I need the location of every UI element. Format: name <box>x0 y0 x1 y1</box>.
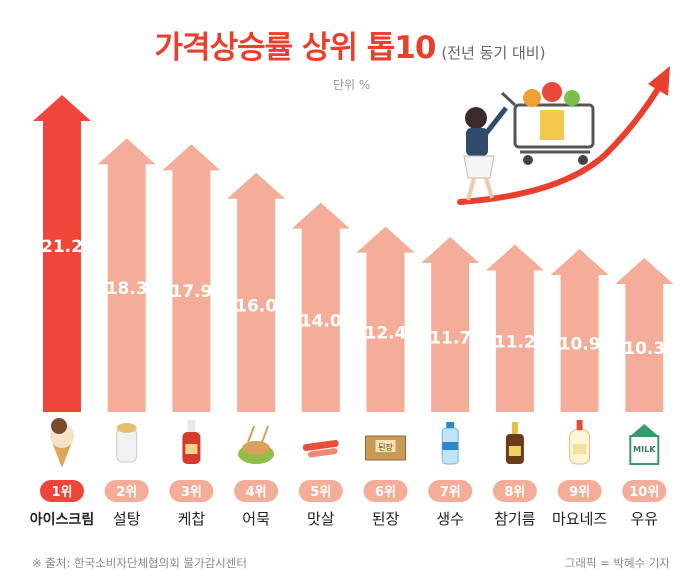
rank-label: 1위 <box>51 485 72 500</box>
rank-badge: 2위 <box>104 480 149 502</box>
crab-stick-icon <box>302 439 339 458</box>
rank-label: 5위 <box>310 485 331 500</box>
rank-label: 7위 <box>440 485 461 500</box>
mayonnaise-bottle-icon <box>569 420 591 465</box>
category-label: 생수 <box>436 510 464 528</box>
category-label: 우유 <box>630 510 658 528</box>
value-label: 10.9 <box>559 335 601 355</box>
bar <box>421 237 480 412</box>
bar-arrow: 18.3 <box>97 138 156 412</box>
fish-cake-skewer-icon <box>238 425 275 464</box>
rank-badge: 3위 <box>169 480 214 502</box>
category-label: 설탕 <box>113 510 141 528</box>
sugar-jar-icon <box>116 423 138 463</box>
water-bottle-icon <box>441 422 459 465</box>
milk-carton-icon: MILK <box>629 424 660 465</box>
category-label: 참기름 <box>494 510 536 528</box>
source-note: ※ 출처: 한국소비자단체협의회 물가감시센터 <box>32 556 247 570</box>
rank-label: 2위 <box>116 485 137 500</box>
bar <box>33 95 91 412</box>
bar <box>615 257 674 412</box>
bar <box>485 244 544 412</box>
ice-cream-cone-icon <box>50 418 74 468</box>
bar <box>356 226 415 412</box>
bar <box>97 138 156 412</box>
rank-badge: 5위 <box>298 480 343 502</box>
ketchup-bottle-icon <box>182 420 201 464</box>
chart-subtitle: (전년 동기 대비) <box>441 44 546 62</box>
svg-text:MILK: MILK <box>633 445 656 454</box>
svg-text:된장: 된장 <box>378 442 393 452</box>
bar-arrow: 21.2 <box>33 95 91 412</box>
bar <box>291 202 350 412</box>
value-label: 12.4 <box>365 323 407 343</box>
chart-title: 가격상승률 상위 톱10 <box>154 30 437 66</box>
value-label: 10.3 <box>623 339 665 359</box>
bar-arrow: 12.4 <box>356 226 415 412</box>
bar-arrow: 11.2 <box>485 244 544 412</box>
bar-arrow: 10.3 <box>615 257 674 412</box>
rank-badge: 10위 <box>622 480 667 502</box>
rank-badge: 7위 <box>428 480 473 502</box>
rank-badge: 4위 <box>234 480 279 502</box>
rank-badge: 9위 <box>557 480 602 502</box>
value-label: 17.9 <box>170 282 212 302</box>
rank-badge: 1위 <box>40 480 84 502</box>
category-label: 마요네즈 <box>552 510 607 528</box>
rank-label: 8위 <box>504 485 525 500</box>
bar <box>227 172 286 412</box>
value-label: 14.0 <box>300 311 342 331</box>
rank-badge: 6위 <box>363 480 408 502</box>
shopping-cart-illustration <box>457 66 670 205</box>
rank-label: 6위 <box>375 485 396 500</box>
rank-label: 9위 <box>569 485 590 500</box>
bar-arrow: 17.9 <box>162 144 221 412</box>
value-label: 16.0 <box>235 296 277 316</box>
value-label: 18.3 <box>106 279 148 299</box>
rank-label: 4위 <box>246 485 267 500</box>
chart-title-row: 가격상승률 상위 톱10 (전년 동기 대비) <box>0 22 700 67</box>
graphic-credit: 그래픽 = 박혜수 기자 <box>564 556 670 570</box>
rank-label: 3위 <box>181 485 202 500</box>
category-label: 맛살 <box>307 510 335 528</box>
unit-label: 단위 % <box>333 78 371 92</box>
rank-label: 10위 <box>629 485 659 500</box>
bar <box>162 144 221 412</box>
category-label: 된장 <box>372 510 400 528</box>
value-label: 11.2 <box>494 332 536 352</box>
value-label: 11.7 <box>429 329 471 349</box>
category-label: 아이스크림 <box>30 511 94 528</box>
sesame-oil-bottle-icon <box>505 422 524 464</box>
rank-badge: 8위 <box>492 480 537 502</box>
category-label: 케찹 <box>178 510 206 528</box>
bar-arrow: 11.7 <box>421 237 480 412</box>
bar-arrow: 10.9 <box>550 249 609 412</box>
value-label: 21.2 <box>41 237 83 257</box>
category-label: 어묵 <box>242 510 270 528</box>
bar-arrow: 16.0 <box>227 172 286 412</box>
doenjang-box-icon: 된장 <box>365 435 406 461</box>
bar-arrow: 14.0 <box>291 202 350 412</box>
bar <box>550 249 609 412</box>
